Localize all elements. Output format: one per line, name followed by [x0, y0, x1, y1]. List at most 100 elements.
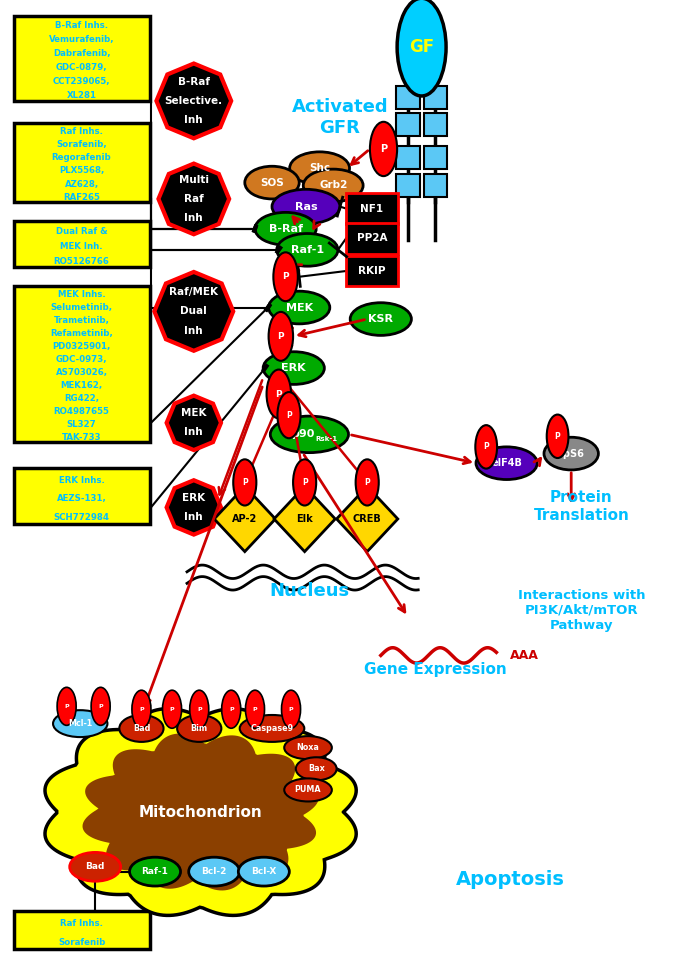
Text: Caspase9: Caspase9 — [250, 724, 294, 733]
Ellipse shape — [397, 0, 446, 96]
Ellipse shape — [273, 253, 298, 301]
FancyBboxPatch shape — [424, 113, 447, 136]
Text: Interactions with
PI3K/Akt/mTOR
Pathway: Interactions with PI3K/Akt/mTOR Pathway — [517, 589, 645, 631]
Ellipse shape — [267, 370, 291, 418]
Text: RO4987655: RO4987655 — [54, 407, 109, 416]
Text: SL327: SL327 — [67, 420, 97, 429]
Ellipse shape — [233, 459, 256, 505]
Text: Noxa: Noxa — [296, 743, 320, 752]
Text: Inh: Inh — [184, 326, 203, 335]
Ellipse shape — [91, 687, 110, 726]
Ellipse shape — [239, 715, 305, 742]
Text: Activated
GFR: Activated GFR — [292, 98, 388, 136]
FancyBboxPatch shape — [14, 123, 150, 202]
Text: RO5126766: RO5126766 — [54, 258, 109, 266]
Polygon shape — [167, 480, 221, 534]
Text: Bcl-2: Bcl-2 — [201, 867, 227, 876]
Text: P: P — [277, 332, 284, 341]
Ellipse shape — [272, 189, 340, 224]
Ellipse shape — [190, 690, 209, 728]
Text: Selumetinib,: Selumetinib, — [50, 304, 113, 312]
FancyBboxPatch shape — [396, 86, 420, 109]
Text: KSR: KSR — [369, 314, 393, 324]
Text: P: P — [282, 272, 289, 282]
Text: ERK: ERK — [182, 493, 205, 503]
Polygon shape — [158, 163, 229, 234]
FancyBboxPatch shape — [14, 468, 150, 524]
Ellipse shape — [290, 152, 350, 185]
Text: ERK Inhs.: ERK Inhs. — [58, 476, 105, 484]
Ellipse shape — [296, 757, 337, 780]
Ellipse shape — [255, 212, 316, 245]
Ellipse shape — [277, 234, 338, 266]
Text: Multi: Multi — [179, 175, 209, 185]
Text: P: P — [483, 442, 489, 452]
FancyBboxPatch shape — [424, 174, 447, 197]
Ellipse shape — [282, 690, 301, 728]
Text: Gene Expression: Gene Expression — [364, 662, 507, 678]
Ellipse shape — [177, 715, 221, 742]
Polygon shape — [214, 486, 275, 552]
FancyBboxPatch shape — [14, 221, 150, 267]
Text: MEK162,: MEK162, — [61, 382, 103, 390]
Text: P: P — [253, 706, 257, 712]
Polygon shape — [337, 486, 398, 552]
Text: P: P — [555, 431, 560, 441]
Ellipse shape — [356, 459, 379, 505]
Ellipse shape — [57, 687, 76, 726]
Text: NF1: NF1 — [360, 204, 384, 213]
Text: AP-2: AP-2 — [232, 514, 258, 524]
Text: B-Raf: B-Raf — [269, 224, 303, 234]
Text: SCH772984: SCH772984 — [54, 513, 109, 522]
Text: RAF265: RAF265 — [63, 193, 100, 202]
Text: Inh: Inh — [184, 115, 203, 125]
Text: ERK: ERK — [282, 363, 306, 373]
Text: P: P — [289, 706, 293, 712]
Text: P: P — [197, 706, 201, 712]
Ellipse shape — [284, 736, 332, 759]
Ellipse shape — [370, 122, 397, 176]
Polygon shape — [154, 272, 233, 351]
FancyBboxPatch shape — [396, 113, 420, 136]
Ellipse shape — [293, 459, 316, 505]
Text: P: P — [275, 389, 282, 399]
Polygon shape — [156, 63, 231, 138]
Ellipse shape — [284, 778, 332, 801]
FancyBboxPatch shape — [14, 16, 150, 101]
Text: PD0325901,: PD0325901, — [52, 342, 111, 351]
Text: TAK-733: TAK-733 — [62, 433, 101, 442]
Ellipse shape — [188, 857, 239, 886]
Ellipse shape — [277, 392, 301, 438]
Text: Inh: Inh — [184, 428, 203, 437]
Text: Bcl-X: Bcl-X — [251, 867, 277, 876]
Ellipse shape — [129, 857, 180, 886]
Ellipse shape — [70, 852, 121, 881]
FancyBboxPatch shape — [346, 256, 398, 286]
FancyBboxPatch shape — [424, 86, 447, 109]
Polygon shape — [274, 486, 335, 552]
Text: Nucleus: Nucleus — [269, 582, 350, 600]
Text: P: P — [99, 703, 103, 709]
FancyBboxPatch shape — [346, 193, 398, 224]
Ellipse shape — [269, 291, 330, 324]
Text: AS703026,: AS703026, — [56, 368, 107, 377]
Ellipse shape — [303, 169, 363, 202]
Text: P: P — [170, 706, 174, 712]
Text: MEK Inh.: MEK Inh. — [61, 242, 103, 251]
Text: eIF4B: eIF4B — [491, 458, 522, 468]
Text: Raf: Raf — [184, 194, 204, 204]
Text: Bad: Bad — [133, 724, 150, 733]
Text: P: P — [242, 478, 248, 487]
Ellipse shape — [239, 857, 290, 886]
Text: Mcl-1: Mcl-1 — [68, 719, 92, 728]
Ellipse shape — [120, 715, 163, 742]
Text: Raf/MEK: Raf/MEK — [169, 287, 218, 297]
Text: P: P — [229, 706, 233, 712]
Ellipse shape — [53, 710, 107, 737]
Text: P: P — [65, 703, 69, 709]
Text: PUMA: PUMA — [294, 785, 322, 795]
FancyBboxPatch shape — [14, 911, 150, 949]
Ellipse shape — [263, 352, 324, 384]
Ellipse shape — [245, 166, 299, 199]
Text: Dabrafenib,: Dabrafenib, — [53, 49, 110, 59]
